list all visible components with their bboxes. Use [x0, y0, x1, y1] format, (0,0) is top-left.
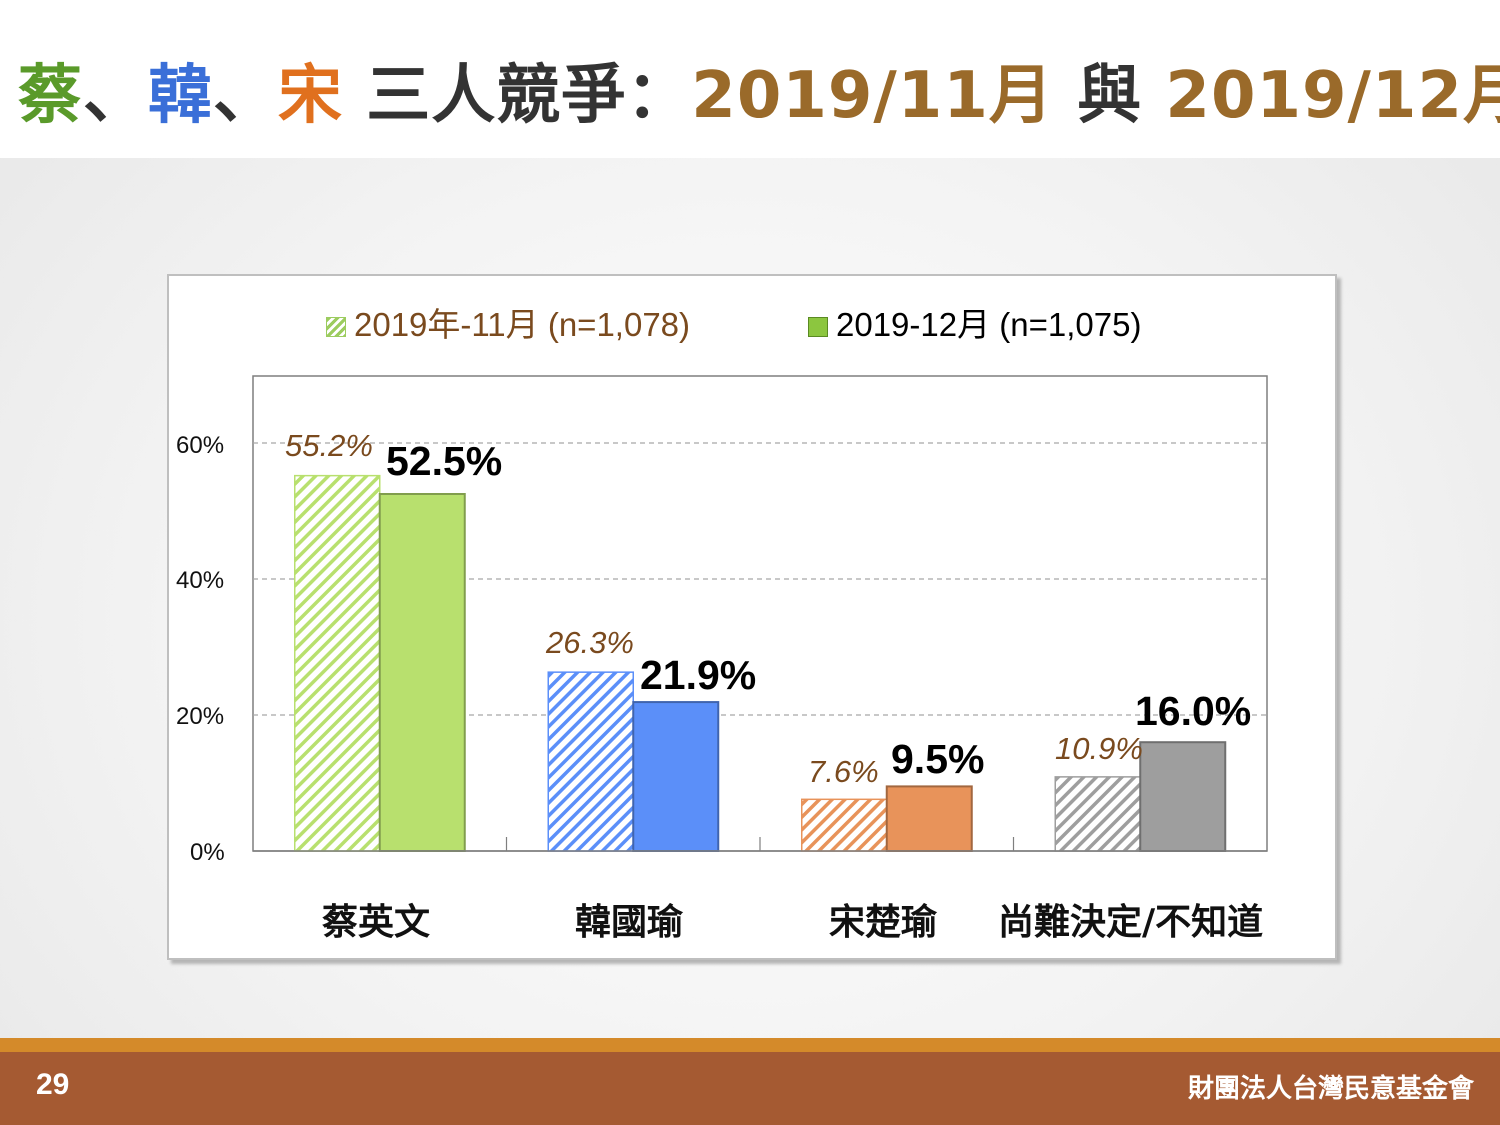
legend-item-dec: 2019-12月 (n=1,075)	[808, 298, 1141, 344]
bar-dec	[632, 701, 720, 853]
y-tick-label: 40%	[176, 567, 225, 594]
title-middle: 三人競爭：	[343, 59, 692, 133]
category-label: 韓國瑜	[575, 902, 684, 943]
bar-nov	[1054, 776, 1141, 852]
bar-nov	[547, 671, 634, 852]
title-bar	[0, 0, 1500, 158]
data-label-nov: 7.6%	[808, 754, 879, 789]
page-title: 蔡、韓、宋 三人競爭：2019/11月 與 2019/12月	[18, 44, 1500, 136]
data-label-dec: 52.5%	[386, 438, 503, 484]
y-tick-label: 60%	[176, 432, 225, 459]
title-name-soong: 宋	[278, 59, 343, 133]
data-label-dec: 16.0%	[1135, 688, 1252, 734]
y-tick-label: 0%	[190, 839, 225, 866]
title-separator: 、	[83, 59, 148, 133]
data-label-nov: 26.3%	[546, 625, 634, 660]
bar-dec	[885, 785, 973, 853]
data-label-dec: 21.9%	[640, 652, 757, 698]
bar-nov	[294, 474, 381, 852]
footer-accent-line	[0, 1038, 1500, 1052]
page-number: 29	[36, 1068, 70, 1101]
y-tick-label: 20%	[176, 703, 225, 730]
title-name-han: 韓	[148, 59, 213, 133]
legend-label-nov: 2019年-11月 (n=1,078)	[354, 306, 691, 343]
bar-dec	[378, 493, 466, 852]
legend-item-nov: 2019年-11月 (n=1,078)	[326, 298, 690, 344]
data-label-nov: 55.2%	[285, 428, 373, 463]
data-label-nov: 10.9%	[1055, 731, 1143, 766]
organization-name: 財團法人台灣民意基金會	[1187, 1074, 1474, 1104]
legend-label-dec: 2019-12月 (n=1,075)	[836, 306, 1142, 343]
footer-bar	[0, 1052, 1500, 1125]
title-separator: 、	[213, 59, 278, 133]
legend-swatch-hatched	[326, 317, 346, 338]
title-period-2: 2019/12月	[1165, 59, 1500, 133]
title-name-tsai: 蔡	[18, 59, 83, 133]
category-label: 宋楚瑜	[829, 902, 938, 943]
bar-nov	[801, 798, 888, 852]
bar-dec	[1139, 741, 1227, 853]
title-period-1: 2019/11月	[691, 59, 1054, 133]
legend-swatch-solid	[808, 317, 828, 338]
category-label: 蔡英文	[322, 902, 431, 943]
title-conjunction: 與	[1053, 59, 1166, 133]
data-label-dec: 9.5%	[891, 736, 985, 782]
category-label: 尚難決定/不知道	[998, 902, 1264, 943]
